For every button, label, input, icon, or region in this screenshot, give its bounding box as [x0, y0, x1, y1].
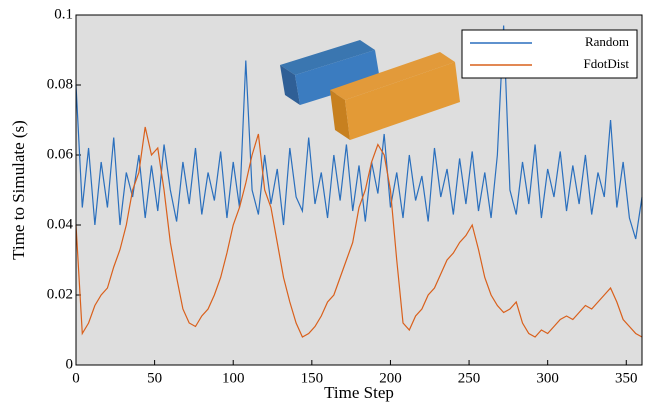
inset-image — [280, 40, 460, 140]
x-tick-label: 100 — [222, 370, 245, 386]
y-tick-label: 0.06 — [47, 146, 74, 162]
series-line — [75, 25, 643, 240]
y-tick-label: 0.04 — [47, 216, 74, 232]
x-tick-label: 200 — [379, 370, 402, 386]
y-axis-label: Time to Simulate (s) — [9, 120, 28, 260]
y-tick-label: 0.02 — [47, 286, 73, 302]
legend-label: FdotDist — [583, 56, 629, 71]
x-tick-label: 50 — [147, 370, 162, 386]
y-tick-label: 0.08 — [47, 76, 73, 92]
axes-frame — [75, 14, 643, 366]
series-line — [75, 126, 643, 338]
legend-box — [461, 29, 638, 79]
x-tick-label: 350 — [615, 370, 638, 386]
x-tick-label: 250 — [458, 370, 481, 386]
y-tick-label: 0.1 — [54, 6, 73, 22]
x-tick-label: 0 — [72, 370, 80, 386]
x-tick-label: 300 — [536, 370, 559, 386]
x-tick-label: 150 — [301, 370, 324, 386]
x-axis-label: Time Step — [324, 383, 394, 402]
y-tick-label: 0 — [66, 356, 74, 372]
legend-label: Random — [585, 34, 629, 49]
